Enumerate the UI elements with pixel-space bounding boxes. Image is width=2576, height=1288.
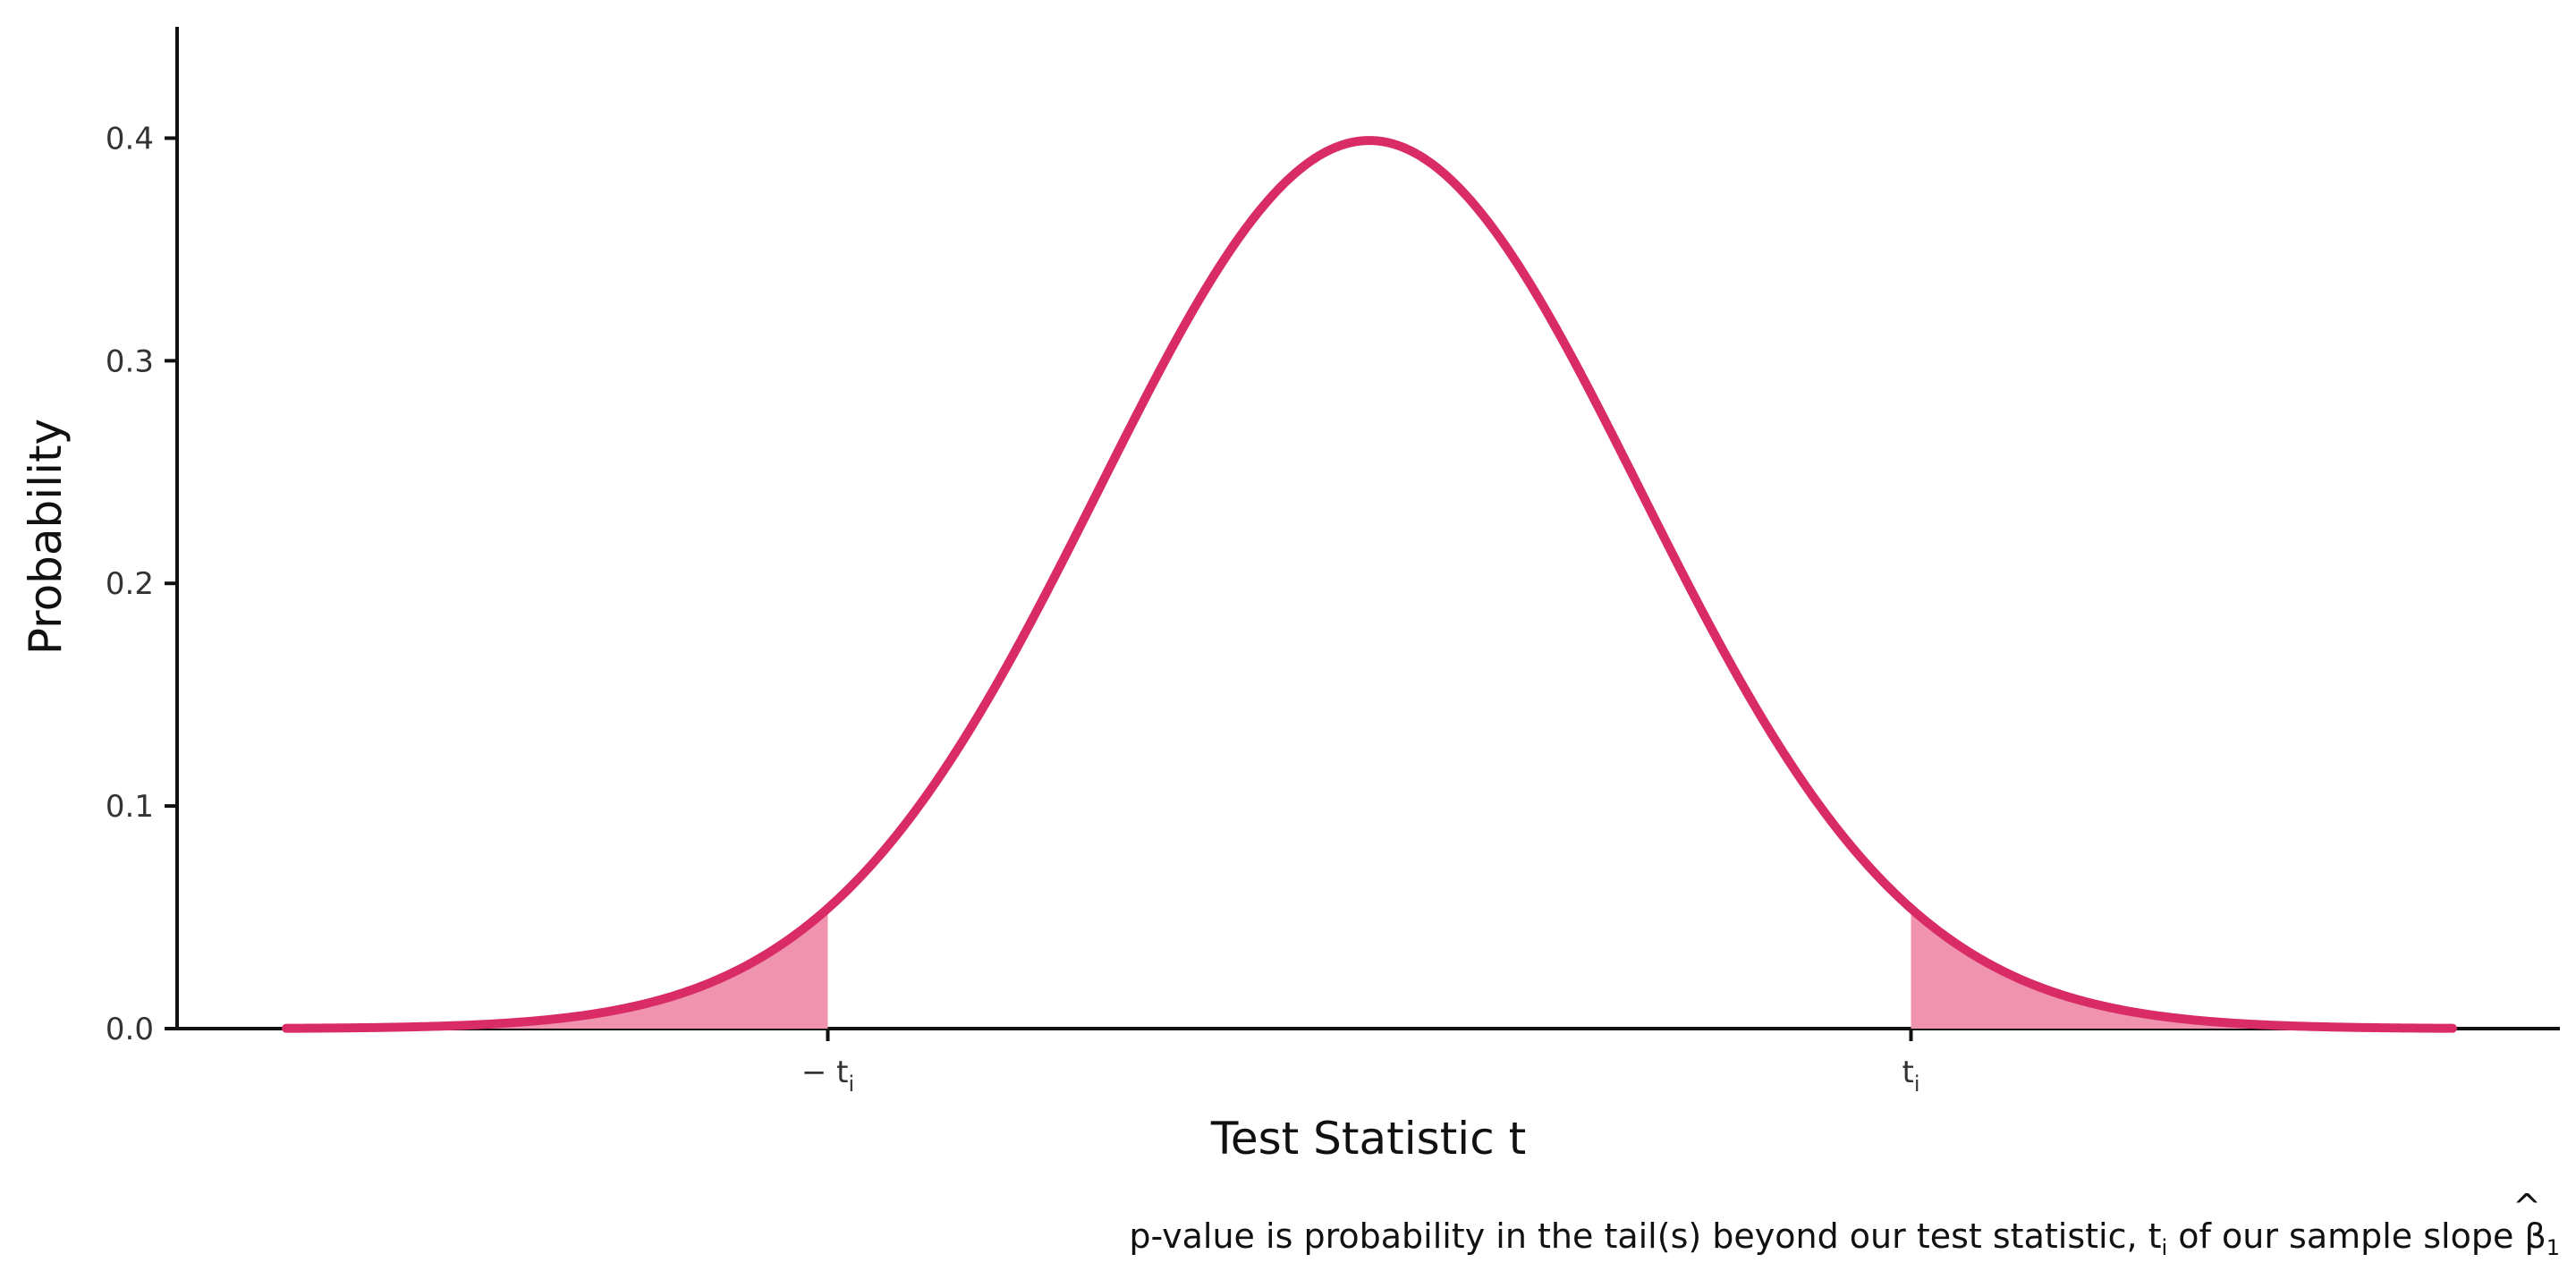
chart-caption: p-value is probability in the tail(s) be… — [1129, 1216, 2560, 1260]
y-tick-label: 0.3 — [106, 343, 154, 379]
x-tick-label: − ti — [801, 1055, 854, 1097]
x-axis-ticks: − ti ti — [801, 1029, 1920, 1097]
y-tick-label: 0.2 — [106, 566, 154, 602]
y-axis-ticks: 0.0 0.1 0.2 0.3 0.4 — [106, 121, 177, 1047]
caption-beta-symbol: β — [2524, 1216, 2546, 1256]
left-tail-area — [286, 908, 828, 1029]
x-tick-label: ti — [1902, 1055, 1919, 1097]
x-tick-label-subscript: i — [848, 1072, 854, 1097]
caption-subscript-i: i — [2162, 1235, 2168, 1260]
x-tick-label-main: t — [1902, 1055, 1913, 1090]
y-tick-label: 0.4 — [106, 121, 154, 157]
tail-areas — [286, 908, 2453, 1029]
density-curve — [282, 136, 2457, 1033]
y-tick-label: 0.1 — [106, 789, 154, 825]
caption-prefix: p-value is probability in the tail(s) be… — [1129, 1216, 2161, 1256]
y-tick-label: 0.0 — [106, 1012, 154, 1047]
caption-hat-symbol: ^ — [2512, 1187, 2541, 1226]
axes-group — [175, 27, 2560, 1030]
caption-beta-subscript: 1 — [2546, 1235, 2560, 1260]
right-tail-area — [1911, 908, 2453, 1029]
x-axis-title: Test Statistic t — [1210, 1113, 1526, 1165]
caption-middle: of our sample slope — [2167, 1216, 2524, 1256]
x-tick-label-main: − t — [801, 1055, 849, 1090]
x-tick-label-subscript: i — [1914, 1072, 1920, 1097]
y-axis-title: Probability — [20, 419, 72, 655]
